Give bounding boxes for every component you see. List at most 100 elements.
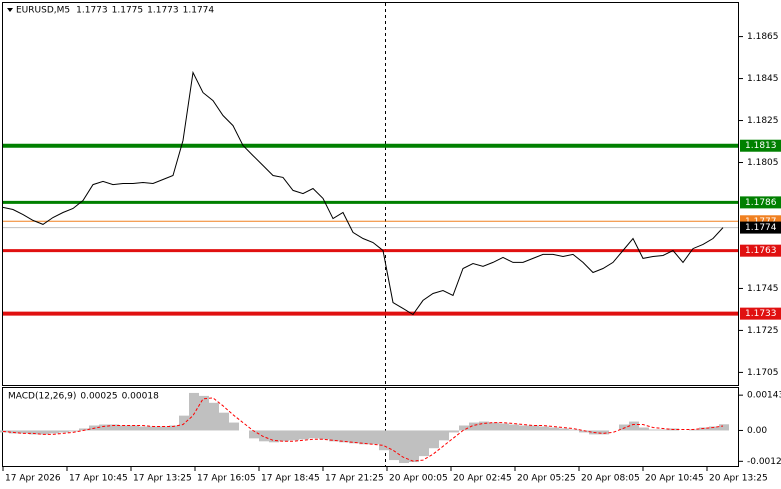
macd-bar	[59, 430, 69, 433]
level-label-box	[740, 139, 781, 152]
x-tick-label: 17 Apr 18:45	[261, 474, 320, 484]
macd-bar	[99, 424, 109, 431]
y-tick-label: 1.1865	[747, 32, 779, 42]
macd-bar	[209, 402, 219, 431]
macd-bar	[49, 430, 59, 434]
collapse-icon	[7, 8, 13, 12]
level-label: 1.1813	[745, 141, 777, 151]
macd-reading: 0.00025	[80, 392, 117, 402]
macd-bar	[629, 421, 639, 431]
macd-bar	[539, 426, 549, 431]
macd-bar	[319, 430, 329, 440]
macd-bar	[569, 429, 579, 431]
signal-line	[2, 397, 724, 462]
level-label: 1.1763	[745, 246, 777, 256]
x-tick-label: 20 Apr 08:05	[581, 474, 640, 484]
y-tick-label: 0.00	[747, 426, 767, 436]
macd-bar	[529, 425, 539, 431]
macd-bar	[369, 430, 379, 445]
macd-bar	[269, 430, 279, 443]
macd-bar	[219, 412, 229, 431]
macd-bar	[559, 428, 569, 431]
macd-bar	[129, 425, 139, 431]
macd-bar	[389, 430, 399, 461]
macd-bar	[249, 430, 259, 439]
macd-bar	[579, 430, 589, 433]
macd-bar	[489, 422, 499, 431]
level-label: 1.1733	[745, 309, 777, 319]
x-tick-label: 17 Apr 10:45	[69, 474, 128, 484]
macd-bar	[139, 426, 149, 431]
macd-bar	[459, 425, 469, 431]
x-tick-label: 17 Apr 2026	[5, 474, 61, 484]
macd-bar	[379, 430, 389, 451]
macd-bar	[109, 424, 119, 431]
macd-bar	[689, 429, 699, 431]
level-label-box	[740, 196, 781, 209]
y-tick-label: -0.00125	[747, 457, 781, 467]
x-tick-label: 20 Apr 02:45	[453, 474, 512, 484]
x-tick-label: 20 Apr 05:25	[517, 474, 576, 484]
level-label: 1.1786	[745, 198, 777, 208]
macd-bar	[599, 430, 609, 435]
macd-bar	[659, 429, 669, 431]
symbol-title: EURUSD,M5	[16, 6, 70, 16]
x-tick-label: 17 Apr 13:25	[133, 474, 192, 484]
macd-bar	[289, 430, 299, 441]
ohlc-value: 1.1773	[147, 6, 179, 16]
macd-bar	[499, 423, 509, 431]
macd-bar	[419, 430, 429, 457]
macd-bar	[79, 428, 89, 431]
x-tick-label: 17 Apr 21:25	[325, 474, 384, 484]
price-panel	[2, 2, 739, 386]
macd-bar	[279, 430, 289, 442]
macd-bar	[479, 421, 489, 431]
macd-bar	[199, 395, 209, 431]
current-price-box	[740, 221, 781, 234]
macd-bar	[149, 426, 159, 431]
ohlc-value: 1.1775	[112, 6, 144, 16]
macd-bar	[339, 430, 349, 443]
macd-bar	[299, 430, 309, 440]
y-tick-label: 1.1705	[747, 368, 779, 378]
macd-bar	[169, 425, 179, 431]
macd-bar	[359, 430, 369, 445]
macd-reading: 0.00018	[122, 392, 159, 402]
ohlc-value: 1.1774	[183, 6, 215, 16]
macd-bar	[189, 392, 199, 431]
current-price-label: 1.1774	[745, 223, 777, 233]
macd-bar	[649, 429, 659, 431]
x-tick-label: 20 Apr 10:45	[645, 474, 704, 484]
macd-bar	[699, 427, 709, 431]
macd-bar	[449, 430, 459, 433]
macd-bar	[69, 430, 79, 432]
macd-bar	[439, 430, 449, 441]
y-tick-label: 1.1825	[747, 116, 779, 126]
macd-bar	[259, 430, 269, 442]
macd-bar	[159, 426, 169, 431]
x-tick-label: 20 Apr 13:25	[709, 474, 768, 484]
level-label-box	[740, 244, 781, 257]
macd-bar	[429, 430, 439, 449]
macd-bar	[119, 425, 129, 431]
macd-bar	[549, 427, 559, 431]
x-tick-label: 20 Apr 00:05	[389, 474, 448, 484]
y-tick-label: 1.1745	[747, 284, 779, 294]
macd-bar	[409, 430, 419, 463]
y-tick-label: 1.1805	[747, 158, 779, 168]
macd-bar	[229, 422, 239, 431]
x-tick-label: 17 Apr 16:05	[197, 474, 256, 484]
macd-bar	[309, 430, 319, 439]
macd-bar	[469, 422, 479, 431]
macd-bar	[509, 424, 519, 431]
macd-bar	[619, 424, 629, 431]
macd-bar	[709, 426, 719, 431]
macd-bar	[329, 430, 339, 442]
macd-bar	[9, 430, 19, 434]
level-label-box	[740, 307, 781, 320]
macd-bar	[349, 430, 359, 444]
macd-bar	[29, 430, 39, 435]
macd-bar	[639, 427, 649, 431]
macd-title: MACD(12,26,9)	[8, 392, 76, 402]
